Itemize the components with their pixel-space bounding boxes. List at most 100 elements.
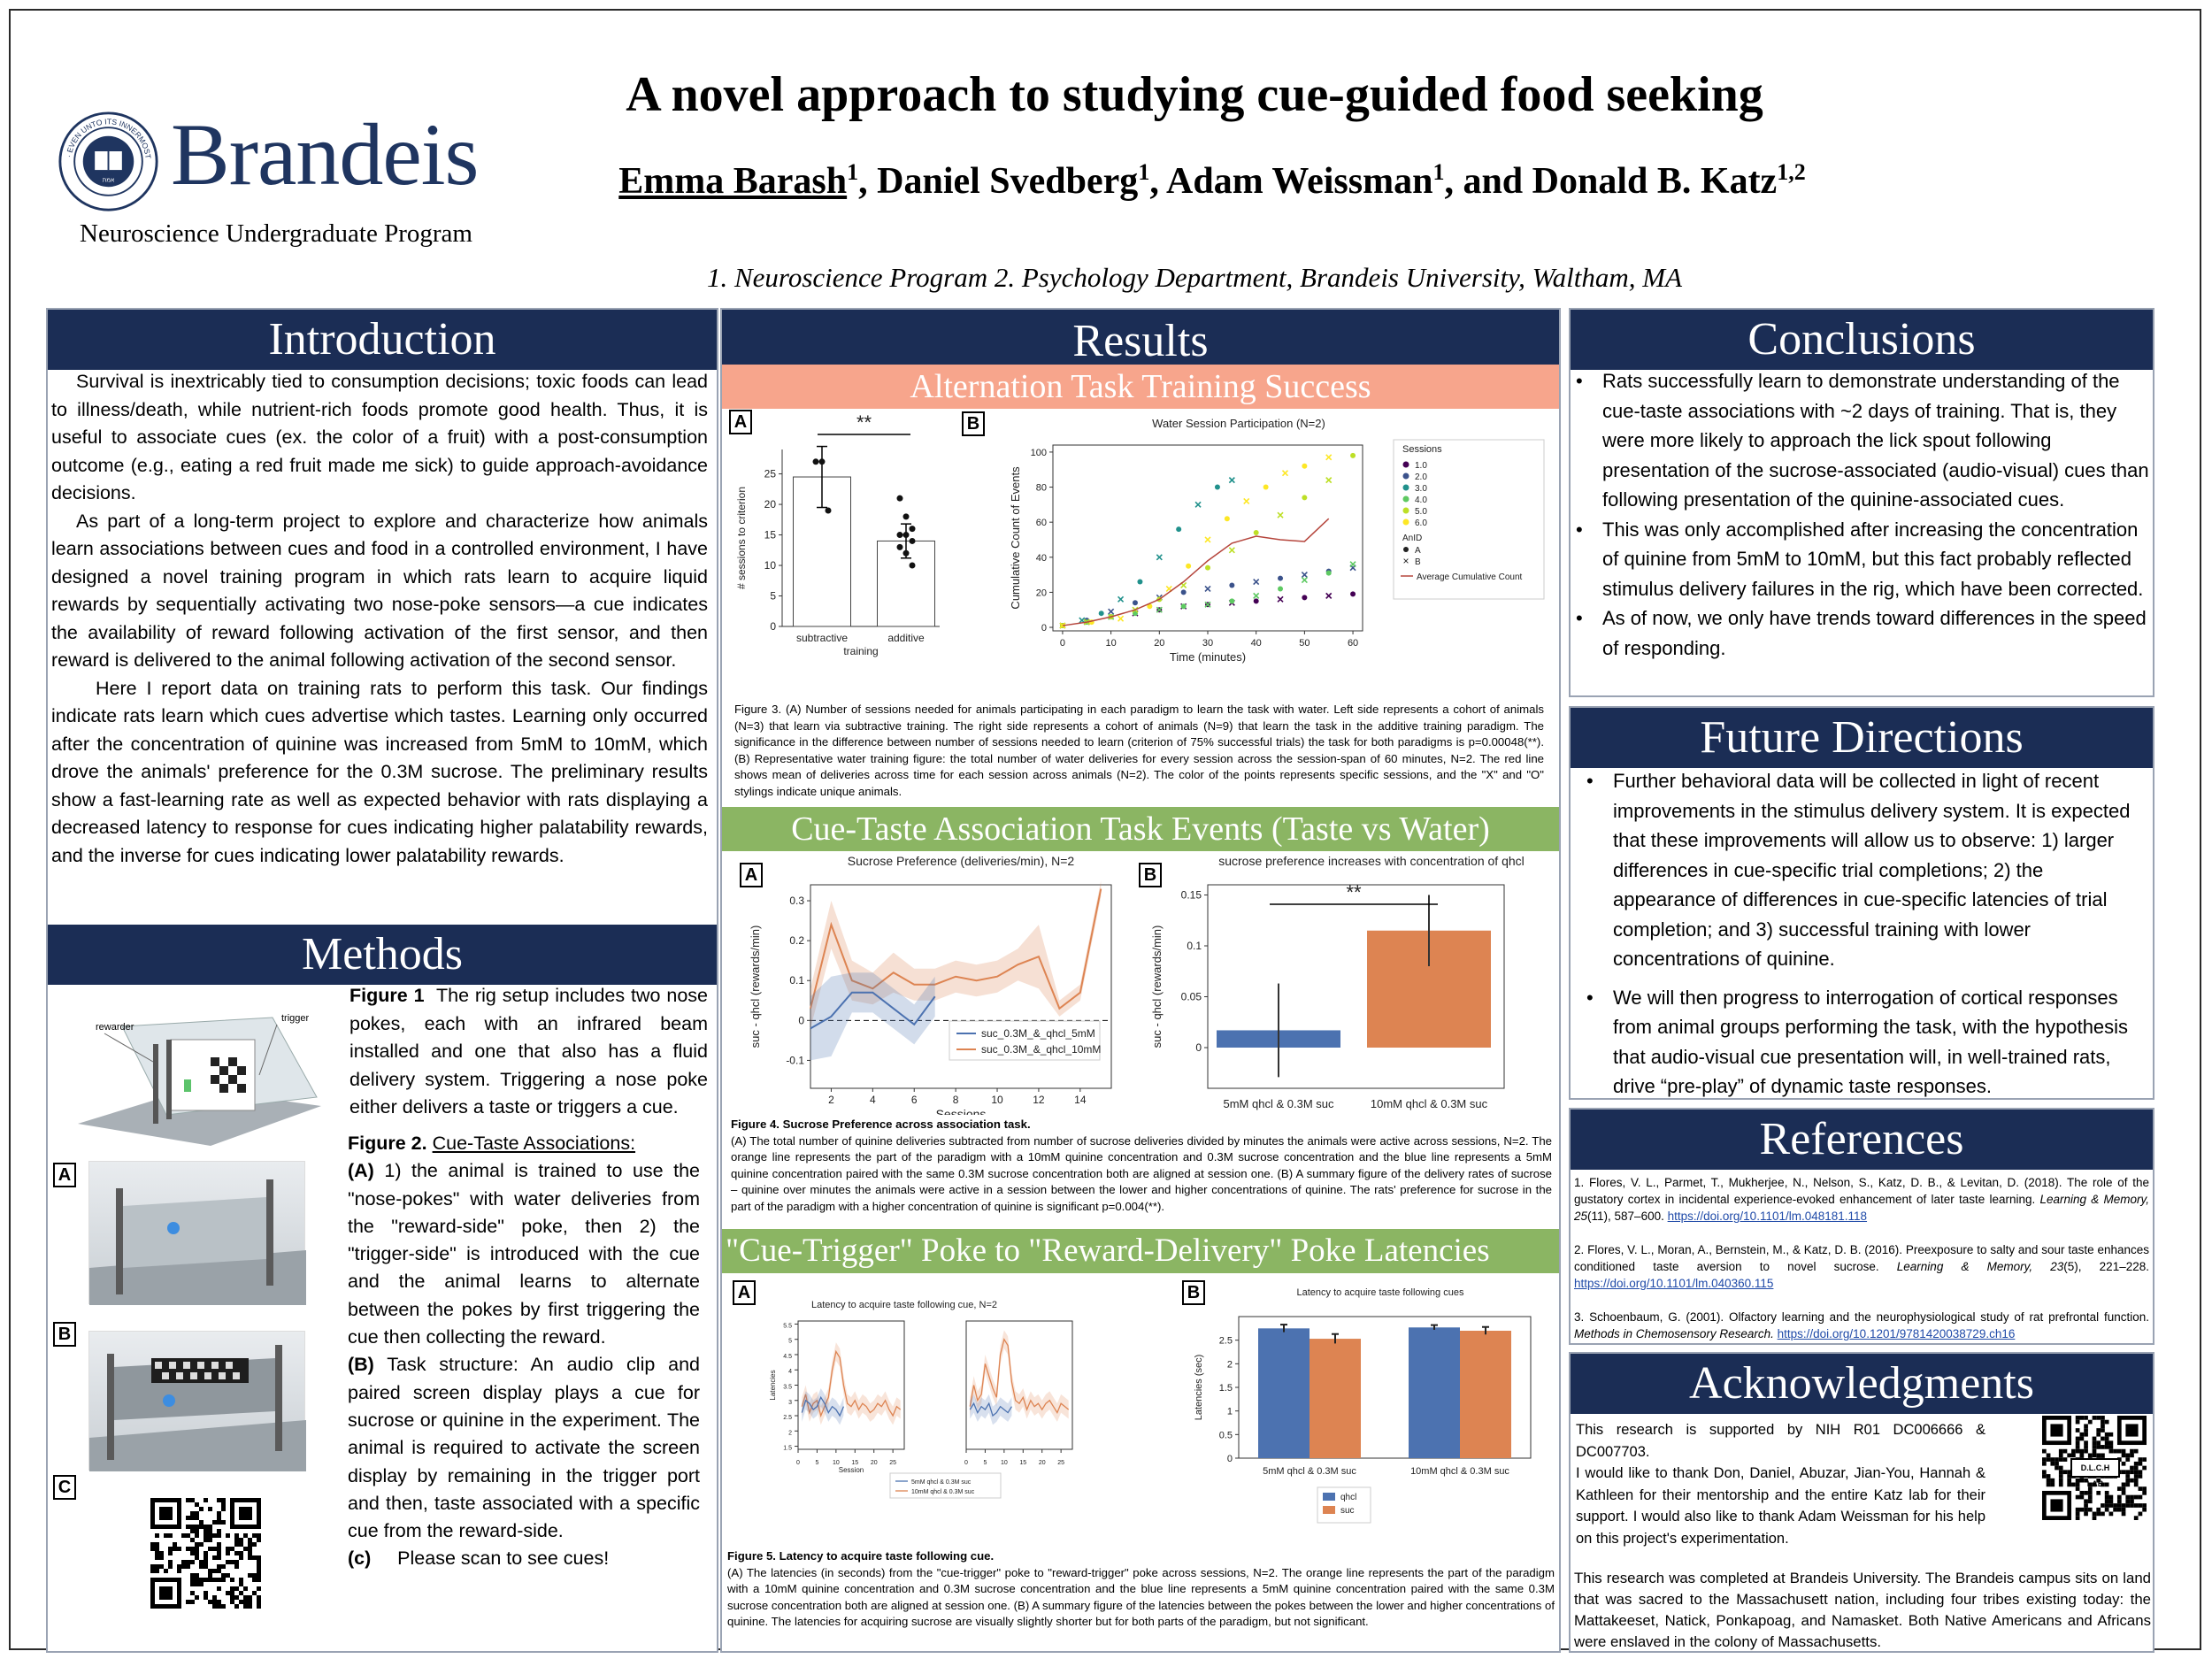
y-tick-label: -0.1 [786,1054,804,1066]
qr-module [234,1533,239,1538]
qr-finder [159,1586,173,1600]
legend-label: 4.0 [1415,495,1427,505]
qr-module [2121,1482,2126,1487]
qr-module [2104,1436,2109,1441]
legend-swatch [1323,1493,1335,1501]
qr-module [2138,1457,2143,1462]
qr-module [2087,1499,2093,1504]
qr-module [2133,1478,2139,1483]
y-tick-label: 5 [788,1339,792,1345]
qr-module [168,1564,173,1569]
qr-module [2116,1507,2122,1512]
qr-module [186,1516,190,1520]
qr-module [2084,1490,2088,1495]
y-tick-label: 0.3 [789,895,804,907]
qr-module [2084,1424,2088,1429]
qr-module [217,1551,221,1555]
author-name: Emma Barash [618,161,848,202]
session-point-x [1204,585,1211,593]
qr-module [190,1516,195,1520]
qr-module [186,1525,190,1529]
chart-title: Latency to acquire taste following cue, … [811,1300,997,1310]
qr-module [2042,1474,2047,1479]
future-item: Further behavioral data will be collecte… [1581,766,2149,974]
fig4b-chart: sucrose preference increases with concen… [1150,854,1525,1110]
qr-module [159,1555,164,1560]
reference-link[interactable]: https://doi.org/10.1101/lm.048181.118 [1667,1210,1868,1223]
session-point-x [1325,592,1333,599]
qr-module [2075,1416,2080,1420]
qr-module [199,1560,204,1564]
fig5a-chart: Latency to acquire taste following cue, … [769,1300,1073,1499]
session-point [1263,484,1269,490]
x-tick-label: 4 [870,1094,876,1106]
qr-module [2058,1457,2063,1462]
qr-module [230,1560,234,1564]
qr-module [2104,1490,2109,1495]
qr-module [2092,1416,2097,1420]
conclusions-heading: Conclusions [1571,310,2153,370]
qr-module [2116,1486,2122,1491]
y-tick-label: 2.5 [1219,1336,1233,1347]
qr-module [217,1498,221,1502]
qr-module [195,1547,199,1551]
y-tick-label: 0.1 [1187,940,1202,952]
x-tick-label: 5mM qhcl & 0.3M suc [1224,1097,1334,1110]
qr-module [230,1578,234,1582]
session-point-x [1277,595,1284,603]
legend-label: 6.0 [1415,518,1427,528]
qr-module [2108,1503,2114,1508]
qr-module [212,1569,217,1573]
average-line [1062,518,1330,626]
session-point-x [1079,617,1086,624]
fig5b-chart: Latency to acquire taste following cues 0… [1194,1287,1532,1524]
plot-frame [797,1320,905,1450]
session-point-x [1228,547,1235,554]
qr-module [2138,1503,2143,1508]
legend-box [1393,439,1545,600]
qr-module [2104,1507,2109,1512]
confidence-band [970,1330,1069,1422]
session-point [1278,575,1284,581]
qr-module [248,1547,252,1551]
qr-code-icon[interactable] [150,1498,261,1609]
plot-frame [1207,884,1505,1089]
session-point [1350,452,1356,458]
qr-module [2101,1416,2105,1420]
x-tick-label: 25 [889,1460,896,1466]
legend-marker [1402,461,1409,468]
author-name: Adam Weissman [1166,161,1433,202]
future-item: We will then progress to interrogation o… [1581,983,2149,1102]
qr-module [181,1560,186,1564]
session-point-x [1228,477,1235,484]
qr-module [2046,1457,2051,1462]
qr-module [2130,1499,2134,1504]
qr-module [2113,1507,2117,1512]
conclusion-item: This was only accomplished after increas… [1571,515,2150,604]
legend-label: suc [1340,1506,1355,1516]
qr-module [2092,1436,2097,1441]
qr-module [195,1502,199,1507]
qr-module [239,1555,243,1560]
reference-link[interactable]: https://doi.org/10.1101/lm.040360.115 [1574,1277,1774,1290]
acknowledgments-text: This research is supported by NIH R01 DC… [1576,1422,1985,1547]
qr-module [257,1560,261,1564]
references-heading: References [1571,1110,2153,1170]
legend-label: 5mM qhcl & 0.3M suc [911,1479,972,1486]
qr-module [199,1520,204,1525]
x-tick-label: 15 [1019,1460,1026,1466]
qr-module [208,1578,212,1582]
reference-link[interactable]: https://doi.org/10.1201/9781420038729.ch… [1777,1327,2016,1340]
qr-module [2101,1482,2105,1487]
qr-module [190,1582,195,1586]
qr-module [155,1533,159,1538]
x-tick-label: 20 [871,1460,878,1466]
qr-module [2087,1490,2093,1495]
qr-module [217,1511,221,1516]
qr-module [2092,1448,2097,1454]
confidence-band [810,880,1102,1029]
session-point-x [1156,554,1163,561]
qr-module [221,1498,226,1502]
qr-module [217,1600,221,1604]
y-tick-label: 20 [764,498,777,511]
